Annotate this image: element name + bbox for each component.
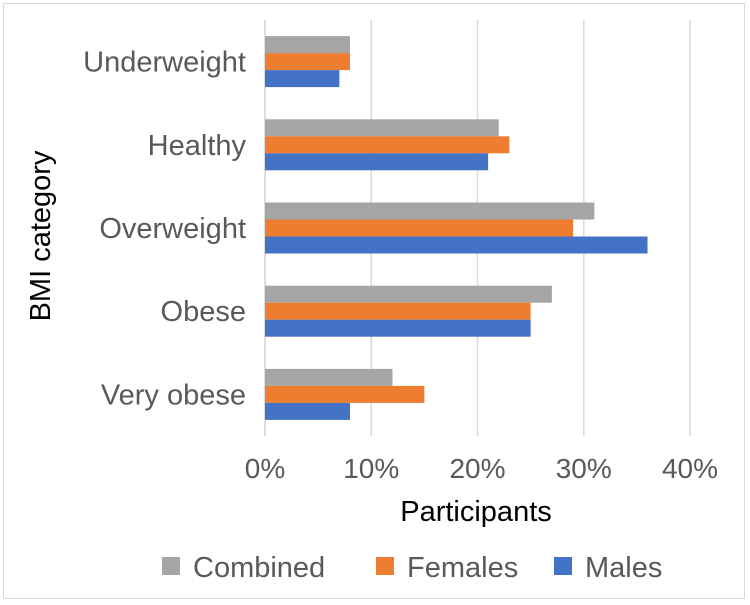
bar-females-healthy <box>265 136 510 154</box>
category-label: Healthy <box>148 130 247 162</box>
bar-males-healthy <box>265 153 489 171</box>
bar-males-underweight <box>265 70 340 88</box>
bar-males-obese <box>265 319 531 337</box>
legend-label-males: Males <box>585 552 662 584</box>
x-tick-label: 0% <box>245 453 285 484</box>
x-tick-labels: 0% 10% 20% 30% 40% <box>245 453 718 484</box>
bar-combined-healthy <box>265 119 499 137</box>
category-label: Underweight <box>83 47 246 79</box>
category-label: Obese <box>161 296 246 328</box>
bmi-bar-chart: Underweight Healthy Overweight Obese Very ob… <box>25 20 718 584</box>
bar-combined-obese <box>265 285 552 303</box>
bar-combined-very-obese <box>265 368 393 386</box>
bars <box>265 36 648 420</box>
legend-swatch-combined <box>162 557 180 575</box>
bar-females-underweight <box>265 53 350 71</box>
chart-frame: Underweight Healthy Overweight Obese Very ob… <box>3 3 745 599</box>
legend-label-females: Females <box>407 552 518 584</box>
x-tick-label: 40% <box>662 453 718 484</box>
bar-males-overweight <box>265 236 648 254</box>
category-labels: Underweight Healthy Overweight Obese Very ob… <box>83 47 246 412</box>
legend-swatch-females <box>376 557 394 575</box>
category-label: Overweight <box>99 213 246 245</box>
x-tick-label: 10% <box>343 453 399 484</box>
legend-swatch-males <box>554 557 572 575</box>
bar-females-obese <box>265 302 531 320</box>
legend-label-combined: Combined <box>193 552 325 584</box>
bar-males-very-obese <box>265 402 350 420</box>
y-axis-title: BMI category <box>25 150 57 321</box>
bar-females-overweight <box>265 219 574 237</box>
x-tick-label: 20% <box>449 453 505 484</box>
legend: Combined Females Males <box>162 552 662 584</box>
category-label: Very obese <box>101 379 246 411</box>
x-axis-title: Participants <box>400 496 552 528</box>
bar-combined-underweight <box>265 36 350 54</box>
bar-combined-overweight <box>265 202 595 220</box>
x-tick-label: 30% <box>556 453 612 484</box>
bar-females-very-obese <box>265 385 425 403</box>
